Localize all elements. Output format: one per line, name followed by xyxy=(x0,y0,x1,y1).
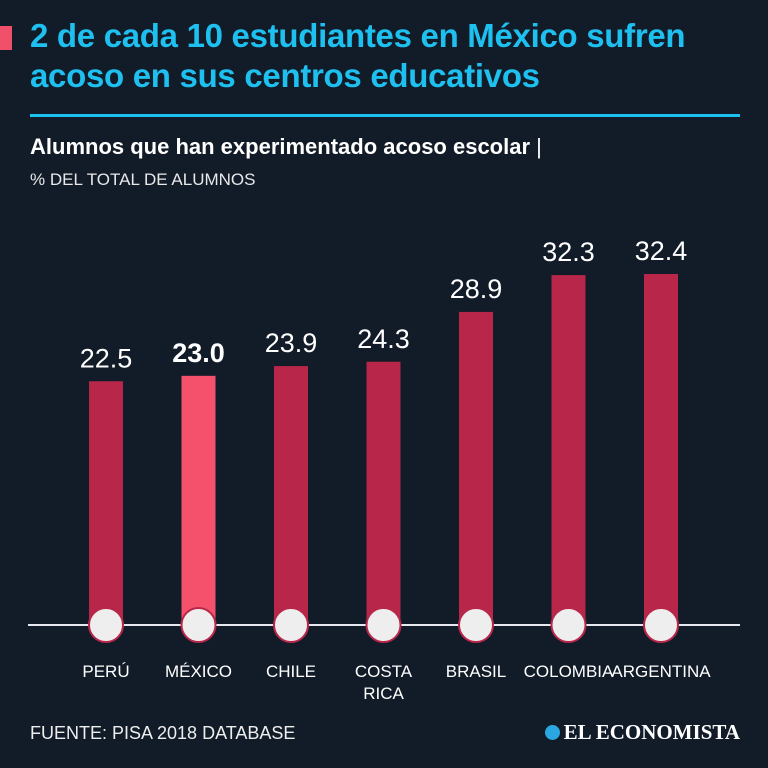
data-label: 24.3 xyxy=(357,324,410,354)
title-divider xyxy=(30,114,740,117)
chart-unit: % DEL TOTAL DE ALUMNOS xyxy=(30,170,256,189)
globe-icon xyxy=(544,725,560,740)
flag-icon xyxy=(458,607,494,643)
category-label: COLOMBIA xyxy=(524,662,614,681)
category-label: ARGENTINA xyxy=(611,662,711,681)
bar xyxy=(366,361,401,625)
data-label: 23.9 xyxy=(265,328,318,358)
logo-text: EL ECONOMISTA xyxy=(563,720,740,744)
flag-icon xyxy=(550,607,587,643)
category-label: PERÚ xyxy=(82,662,129,681)
data-label: 22.5 xyxy=(80,343,133,373)
title-accent xyxy=(0,26,12,50)
bar xyxy=(459,311,493,625)
data-label: 32.4 xyxy=(635,236,688,266)
category-label: BRASIL xyxy=(446,662,506,681)
flag-icon xyxy=(88,607,124,643)
bar xyxy=(551,275,586,625)
page-title: 2 de cada 10 estudiantes en México sufre… xyxy=(30,17,686,94)
category-label: CHILE xyxy=(266,662,316,681)
bar xyxy=(181,375,216,625)
source-note: FUENTE: PISA 2018 DATABASE xyxy=(30,723,296,743)
brand-logo: EL ECONOMISTA xyxy=(544,720,740,745)
bar xyxy=(644,274,678,625)
category-label: MÉXICO xyxy=(165,662,232,681)
subtitle-text: Alumnos que han experimentado acoso esco… xyxy=(30,134,531,159)
category-label: COSTA xyxy=(355,662,413,681)
data-label: 23.0 xyxy=(172,338,225,368)
flag-icon xyxy=(365,607,402,643)
category-label: RICA xyxy=(363,684,404,703)
flag-icon xyxy=(180,607,217,643)
chart-subtitle: Alumnos que han experimentado acoso esco… xyxy=(30,134,542,159)
data-label: 32.3 xyxy=(542,237,595,267)
flag-icon xyxy=(643,607,679,643)
data-label: 28.9 xyxy=(450,274,503,304)
bar xyxy=(89,381,123,625)
flag-icon xyxy=(273,607,309,643)
bar xyxy=(274,366,308,625)
